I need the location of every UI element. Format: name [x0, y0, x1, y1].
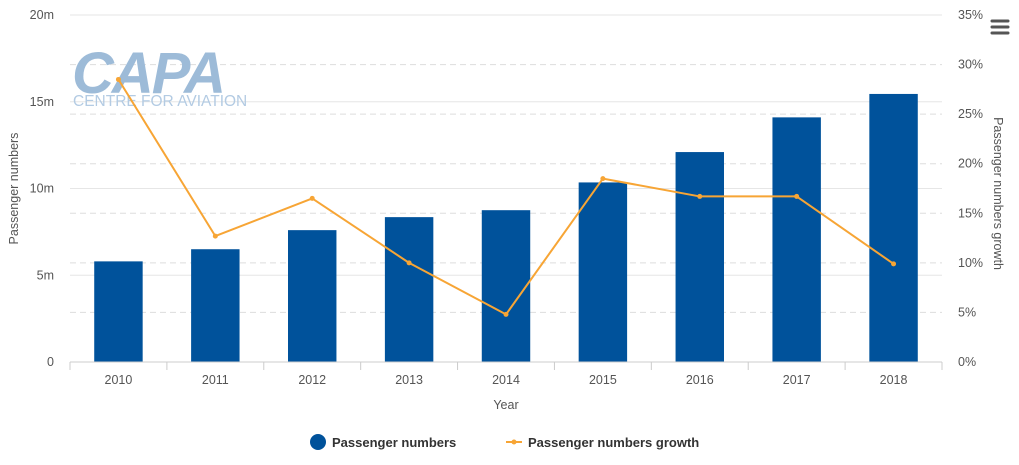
bar-2012[interactable]	[288, 230, 337, 362]
y-right-tick-label: 25%	[958, 107, 983, 121]
x-tick-label: 2013	[395, 373, 423, 387]
bar-2015[interactable]	[578, 182, 628, 362]
bar-2018[interactable]	[869, 93, 918, 362]
legend-item-passenger-numbers-growth[interactable]: Passenger numbers growth	[506, 435, 699, 450]
y-right-tick-label: 10%	[958, 256, 983, 270]
hamburger-menu-icon[interactable]	[989, 17, 1011, 37]
y-left-tick-label: 0	[47, 355, 54, 369]
x-axis-title: Year	[493, 398, 518, 412]
x-tick-label: 2017	[783, 373, 811, 387]
bar-2016[interactable]	[675, 152, 724, 362]
x-tick-label: 2014	[492, 373, 520, 387]
legend-label: Passenger numbers growth	[528, 435, 699, 450]
y-left-tick-label: 20m	[30, 8, 54, 22]
y-right-axis-title: Passenger numbers growth	[991, 117, 1005, 270]
growth-point-2012[interactable]	[309, 195, 315, 201]
axes: 0 5m 10m 15m 20m 0% 5% 10% 15% 20% 25% 30% 35% 2010 20…	[7, 8, 1005, 412]
y-right-tick-label: 30%	[958, 58, 983, 72]
bar-2014[interactable]	[481, 210, 531, 362]
legend-label: Passenger numbers	[332, 435, 456, 450]
y-right-tick-label: 15%	[958, 206, 983, 220]
growth-point-2015[interactable]	[600, 176, 606, 182]
bar-2017[interactable]	[772, 117, 821, 363]
y-right-tick-label: 0%	[958, 355, 976, 369]
watermark-logo-text: CAPA	[72, 41, 224, 106]
bar-2010[interactable]	[94, 261, 143, 362]
y-left-axis-title: Passenger numbers	[7, 133, 21, 245]
capa-watermark: CAPA CENTRE FOR AVIATION	[72, 41, 247, 110]
growth-point-2018[interactable]	[891, 261, 897, 267]
x-tick-label: 2011	[202, 373, 229, 387]
y-right-tick-label: 20%	[958, 157, 983, 171]
legend-symbol-marker	[511, 439, 517, 445]
x-tick-label: 2015	[589, 373, 617, 387]
watermark-sub-text: CENTRE FOR AVIATION	[73, 93, 247, 110]
growth-point-2016[interactable]	[697, 193, 703, 199]
legend: Passenger numbers Passenger numbers growt…	[310, 434, 699, 450]
growth-point-2013[interactable]	[406, 260, 412, 266]
y-left-tick-label: 15m	[30, 95, 54, 109]
y-left-tick-label: 10m	[30, 182, 54, 196]
y-right-tick-label: 35%	[958, 8, 983, 22]
legend-item-passenger-numbers[interactable]: Passenger numbers	[310, 434, 456, 450]
x-tick-label: 2010	[105, 373, 133, 387]
growth-point-2010[interactable]	[115, 76, 121, 82]
x-tick-label: 2018	[880, 373, 908, 387]
bar-2013[interactable]	[384, 217, 434, 362]
growth-point-2017[interactable]	[794, 193, 800, 199]
growth-point-2014[interactable]	[503, 311, 509, 317]
y-left-tick-label: 5m	[37, 268, 54, 282]
bar-2011[interactable]	[191, 249, 240, 362]
x-tick-label: 2012	[298, 373, 326, 387]
line-series	[115, 76, 897, 317]
y-right-tick-label: 5%	[958, 305, 976, 319]
x-tick-label: 2016	[686, 373, 714, 387]
legend-symbol-bar	[310, 434, 326, 450]
growth-point-2011[interactable]	[212, 233, 218, 239]
bar-series	[94, 93, 918, 363]
